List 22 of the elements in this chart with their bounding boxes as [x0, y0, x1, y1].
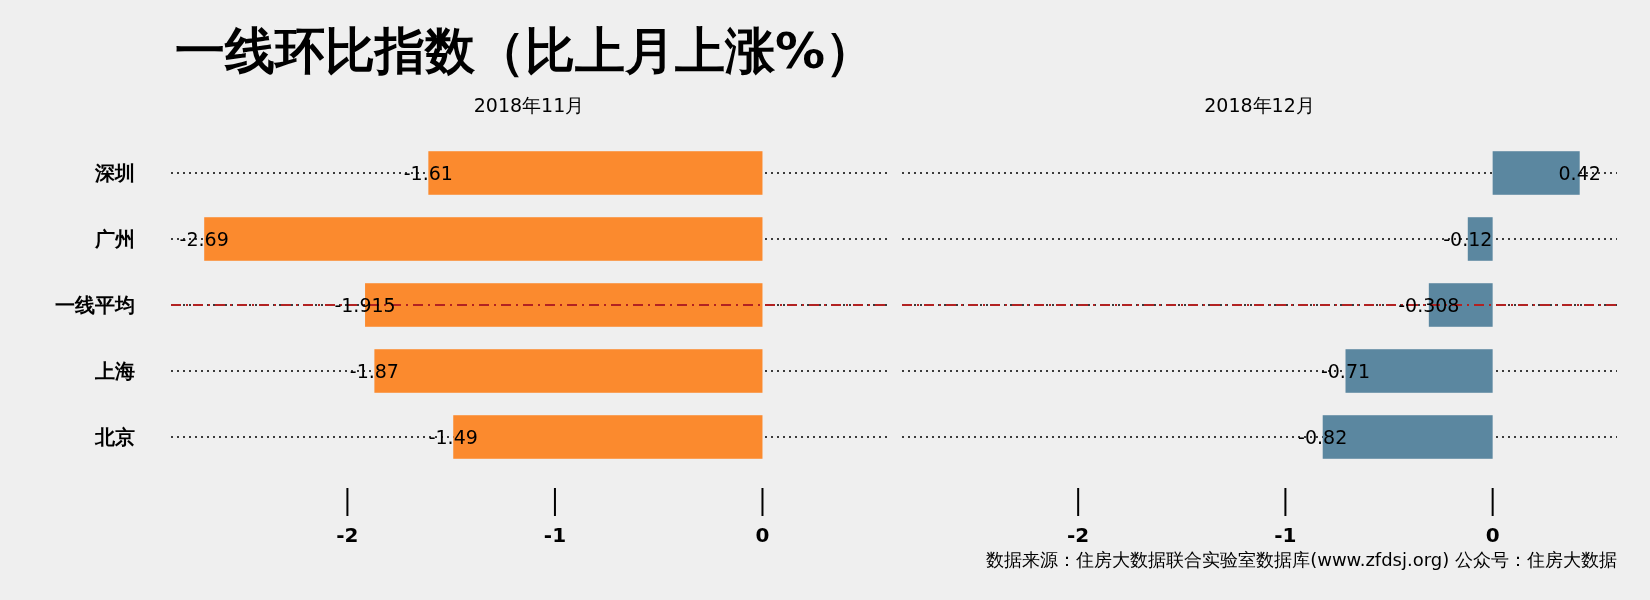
data-label: -1.61	[403, 162, 453, 184]
source-note: 数据来源：住房大数据联合实验室数据库(www.zfdsj.org) 公众号：住房大数据	[986, 549, 1617, 570]
x-tick-label: -1	[543, 523, 567, 547]
data-label: -1.49	[428, 426, 478, 448]
x-tick-label: -2	[1067, 523, 1090, 547]
chart-title: 一线环比指数（比上月上涨%）	[175, 22, 876, 80]
data-label: -0.308	[1398, 294, 1460, 316]
x-tick-label: 0	[1485, 523, 1500, 547]
x-tick-label: -1	[1274, 523, 1297, 547]
data-label: -2.69	[179, 228, 229, 250]
chart-subtitle: 2018年12月	[1204, 94, 1315, 116]
data-label: -1.87	[349, 360, 399, 382]
x-tick-label: 0	[755, 523, 770, 547]
y-tick-label: 上海	[94, 359, 135, 383]
chart-subtitle: 2018年11月	[473, 94, 585, 116]
data-label: -0.12	[1443, 228, 1493, 250]
y-tick-label: 广州	[94, 227, 135, 251]
data-label: -0.82	[1298, 426, 1348, 448]
x-tick-label: -2	[336, 523, 359, 547]
y-tick-label: 深圳	[94, 161, 135, 185]
y-tick-label: 一线平均	[55, 293, 135, 317]
y-tick-label: 北京	[94, 425, 135, 449]
